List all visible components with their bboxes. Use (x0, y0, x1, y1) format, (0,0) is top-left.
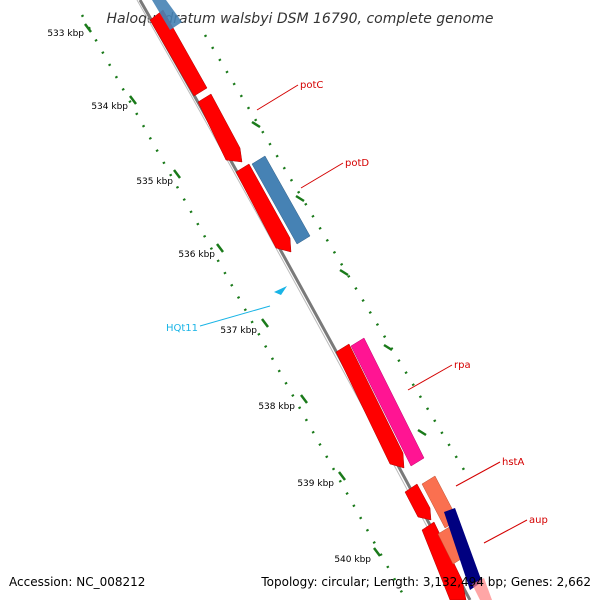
tick-group: 533 kbp 534 kbp 535 kbp 536 kbp 537 kbp … (47, 23, 381, 565)
tick-label: 537 kbp (220, 326, 257, 336)
gene-label-HQt11[interactable]: HQt11 (166, 323, 198, 334)
cds-arrow[interactable] (404, 483, 432, 521)
gene-label-potD[interactable]: potD (345, 158, 369, 169)
outer-tick (383, 343, 393, 352)
tick-label: 540 kbp (334, 555, 371, 565)
leader-line (483, 519, 528, 544)
cds-arrow[interactable] (197, 93, 243, 163)
tick-mark (373, 547, 381, 557)
tick-mark (129, 95, 137, 105)
gene-label-rpa[interactable]: rpa (454, 360, 471, 371)
tick-label: 539 kbp (297, 479, 334, 489)
gene-feature[interactable] (152, 0, 182, 30)
leader-line (256, 84, 299, 111)
cds-arrow[interactable] (335, 343, 405, 469)
cds-arrow[interactable] (235, 163, 292, 253)
outer-tick (295, 194, 305, 203)
tick-label: 533 kbp (47, 29, 84, 39)
trna-marker-HQt11[interactable] (274, 286, 287, 295)
tick-label: 536 kbp (178, 250, 215, 260)
cds-track (149, 9, 467, 600)
outer-guide-line (203, 34, 472, 481)
gene-label-aup[interactable]: aup (529, 515, 548, 526)
gene-feature-potD[interactable] (251, 155, 311, 245)
leader-line (199, 305, 271, 327)
outer-tick (339, 268, 349, 277)
genome-summary-text: Topology: circular; Length: 3,132,494 bp… (260, 575, 591, 589)
tick-label: 534 kbp (91, 102, 128, 112)
leader-line (407, 364, 453, 391)
gene-label-potC[interactable]: potC (300, 80, 323, 91)
cds-arrow[interactable] (421, 521, 467, 600)
gene-feature-aup[interactable] (444, 508, 482, 590)
cds-arrow[interactable] (149, 9, 208, 97)
inner-guide-line (80, 14, 407, 599)
tick-mark (338, 471, 346, 481)
tick-mark (84, 23, 92, 33)
leader-line (300, 162, 344, 189)
tick-mark (216, 243, 224, 253)
tick-mark (173, 169, 181, 179)
outer-tick-group (251, 120, 427, 437)
outer-tick (417, 428, 427, 437)
gene-feature-rpa[interactable] (350, 337, 425, 467)
gene-feature[interactable] (472, 578, 492, 600)
accession-text: Accession: NC_008212 (9, 575, 145, 589)
map-title: Haloquadratum walsbyi DSM 16790, complet… (107, 11, 494, 27)
outer-tick (251, 120, 261, 129)
gene-label-hstA[interactable]: hstA (502, 457, 524, 468)
leader-line (455, 461, 501, 487)
tick-mark (261, 318, 269, 328)
tick-label: 535 kbp (136, 177, 173, 187)
tick-mark (300, 394, 308, 404)
tick-label: 538 kbp (258, 402, 295, 412)
